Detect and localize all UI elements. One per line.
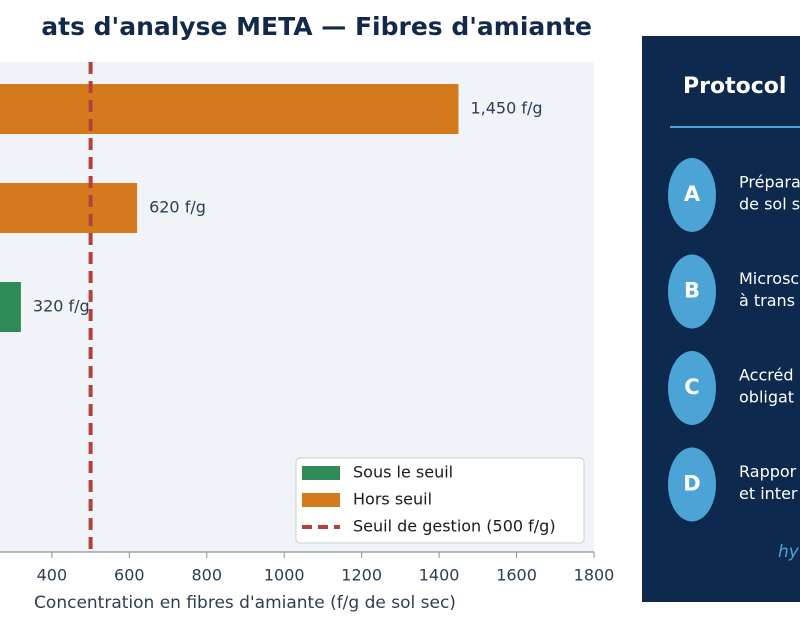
legend-label: Sous le seuil [353, 463, 453, 482]
step-badge [668, 351, 716, 425]
step-text: de sol s [739, 195, 800, 214]
step-text: et inter [739, 484, 798, 503]
legend-label: Seuil de gestion (500 f/g) [353, 517, 556, 536]
legend-label: Hors seuil [353, 490, 432, 509]
x-axis-label: Concentration en fibres d'amiante (f/g d… [34, 593, 456, 613]
x-tick-label: 1600 [496, 566, 537, 585]
x-tick-label: 1800 [574, 566, 615, 585]
bar [0, 282, 21, 332]
panel-title: Protocol [683, 74, 786, 99]
legend-swatch [302, 493, 340, 507]
step-text: Accréd [739, 366, 793, 385]
x-tick-label: 600 [114, 566, 145, 585]
x-tick-label: 1400 [419, 566, 460, 585]
step-letter: D [683, 472, 700, 496]
step-badge [668, 158, 716, 232]
step-text: obligat [739, 388, 794, 407]
panel-footer: hy [778, 542, 800, 562]
step-letter: B [684, 279, 700, 303]
step-text: à trans [739, 291, 795, 310]
value-label: 320 f/g [33, 297, 90, 316]
bar [0, 183, 138, 233]
step-text: Prépara [739, 173, 800, 192]
step-text: Rappor [739, 462, 797, 481]
x-tick-label: 1000 [264, 566, 305, 585]
side-panel [642, 36, 800, 602]
legend-box [295, 457, 585, 544]
bar [0, 84, 459, 134]
step-badge [668, 447, 716, 522]
step-badge [668, 254, 716, 329]
step-letter: C [684, 375, 699, 399]
legend-swatch [302, 466, 340, 480]
x-tick-label: 1200 [341, 566, 382, 585]
x-tick-label: 400 [37, 566, 68, 585]
step-letter: A [684, 182, 701, 206]
step-text: Microsc [739, 269, 799, 288]
value-label: 620 f/g [149, 198, 206, 217]
x-tick-label: 800 [192, 566, 223, 585]
chart-title: ats d'analyse META — Fibres d'amiante [41, 12, 592, 41]
value-label: 1,450 f/g [470, 99, 542, 118]
